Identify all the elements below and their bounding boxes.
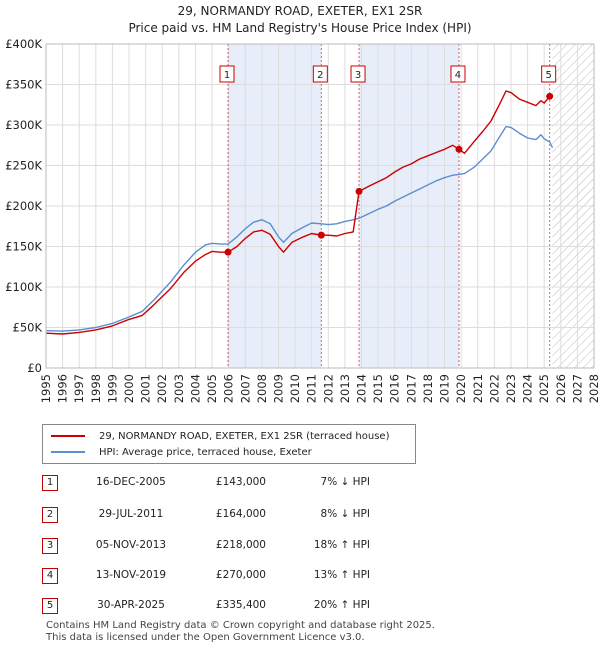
transaction-date: 13-NOV-2019	[95, 569, 167, 581]
y-tick-label: £350K	[5, 78, 42, 92]
y-tick-label: £250K	[5, 159, 42, 173]
sale-marker-box	[219, 65, 235, 83]
legend-label-hpi: HPI: Average price, terraced house, Exet…	[99, 446, 312, 458]
sale-marker-label: 2	[317, 70, 323, 81]
x-tick-label: 2009	[271, 374, 285, 403]
chart-title-line1: 29, NORMANDY ROAD, EXETER, EX1 2SR	[177, 4, 423, 18]
x-tick-label: 2002	[155, 374, 169, 403]
y-tick-label: £0	[27, 361, 42, 375]
transaction-row: 3 05-NOV-2013 £218,000 18% ↑ HPI	[42, 536, 562, 556]
x-tick-label: 2015	[371, 374, 385, 403]
transaction-price: £143,000	[215, 476, 266, 488]
sale-point	[224, 248, 232, 256]
x-tick-label: 1996	[56, 374, 70, 403]
transaction-hpi-diff: 8% ↓ HPI	[320, 508, 370, 520]
x-tick-label: 2022	[487, 374, 501, 403]
x-tick-label: 2003	[172, 374, 186, 403]
x-tick-label: 2018	[421, 374, 435, 403]
x-tick-label: 1997	[72, 374, 86, 403]
sale-marker-box	[350, 65, 366, 83]
legend-entry-hpi: HPI: Average price, terraced house, Exet…	[51, 445, 312, 459]
sale-marker-label: 5	[545, 70, 551, 81]
x-tick-label: 2014	[355, 374, 369, 403]
transaction-date: 30-APR-2025	[97, 599, 165, 611]
y-tick-label: £100K	[5, 280, 42, 294]
x-tick-label: 2004	[188, 374, 202, 403]
x-tick-label: 2026	[554, 374, 568, 403]
x-tick-label: 2000	[122, 374, 136, 403]
y-tick-label: £300K	[5, 118, 42, 132]
plot-border	[45, 43, 595, 369]
sale-marker-box	[541, 65, 557, 83]
sale-point	[355, 187, 363, 195]
transaction-date: 16-DEC-2005	[96, 476, 166, 488]
y-tick-label: £200K	[5, 199, 42, 213]
x-tick-label: 1998	[89, 374, 103, 403]
x-tick-label: 2006	[222, 374, 236, 403]
x-tick-label: 1995	[39, 374, 53, 403]
x-tick-label: 2021	[471, 374, 485, 403]
transaction-row: 1 16-DEC-2005 £143,000 7% ↓ HPI	[42, 473, 562, 493]
x-tick-label: 2027	[570, 374, 584, 403]
y-tick-label: £150K	[5, 240, 42, 254]
x-tick-label: 1999	[105, 374, 119, 403]
x-tick-label: 2012	[321, 374, 335, 403]
sale-point	[317, 231, 325, 239]
sale-point	[546, 92, 554, 100]
sale-point	[455, 145, 463, 153]
transaction-row: 5 30-APR-2025 £335,400 20% ↑ HPI	[42, 596, 562, 616]
sale-marker-label: 3	[355, 70, 361, 81]
sale-marker-label: 4	[455, 70, 461, 81]
sale-marker-label: 1	[224, 70, 230, 81]
transaction-price: £335,400	[215, 599, 266, 611]
sale-marker-box	[312, 65, 328, 83]
transaction-price: £270,000	[215, 569, 266, 581]
x-tick-label: 2008	[255, 374, 269, 403]
transaction-number: 1	[42, 475, 58, 491]
legend-swatch-hpi	[51, 451, 85, 453]
price-chart: 1 2 3 4 5 £0 £50K £100K £150K £200K £250K £300K £350…	[5, 37, 600, 403]
transaction-number: 4	[42, 568, 58, 584]
footer-copyright: Contains HM Land Registry data © Crown c…	[46, 620, 435, 631]
transaction-price: £218,000	[215, 539, 266, 551]
property-price-line	[46, 90, 553, 335]
sale-marker-box	[450, 65, 466, 83]
x-tick-label: 2001	[139, 374, 153, 403]
x-tick-label: 2024	[521, 374, 535, 403]
x-tick-label: 2005	[205, 374, 219, 403]
hpi-line	[46, 125, 554, 332]
chart-legend: 29, NORMANDY ROAD, EXETER, EX1 2SR (terr…	[42, 424, 416, 464]
x-tick-label: 2025	[537, 374, 551, 403]
x-tick-label: 2007	[238, 374, 252, 403]
transaction-row: 4 13-NOV-2019 £270,000 13% ↑ HPI	[42, 566, 562, 586]
x-tick-label: 2011	[305, 374, 319, 403]
chart-title-line2: Price paid vs. HM Land Registry's House …	[128, 21, 472, 35]
x-tick-label: 2019	[438, 374, 452, 403]
transaction-date: 05-NOV-2013	[95, 539, 167, 551]
transaction-hpi-diff: 20% ↑ HPI	[313, 599, 370, 611]
transaction-number: 2	[42, 507, 58, 523]
x-tick-label: 2028	[587, 374, 600, 403]
legend-swatch-property	[51, 435, 85, 437]
x-tick-label: 2020	[454, 374, 468, 403]
x-tick-label: 2010	[288, 374, 302, 403]
transaction-number: 5	[42, 598, 58, 614]
x-tick-label: 2016	[388, 374, 402, 403]
legend-label-property: 29, NORMANDY ROAD, EXETER, EX1 2SR (terr…	[99, 430, 390, 442]
transaction-price: £164,000	[215, 508, 266, 520]
y-tick-label: £50K	[13, 321, 43, 335]
transaction-hpi-diff: 7% ↓ HPI	[320, 476, 370, 488]
legend-entry-property: 29, NORMANDY ROAD, EXETER, EX1 2SR (terr…	[51, 429, 389, 443]
transaction-row: 2 29-JUL-2011 £164,000 8% ↓ HPI	[42, 505, 562, 525]
footer-licence: This data is licensed under the Open Gov…	[46, 632, 365, 643]
x-tick-label: 2023	[504, 374, 518, 403]
transaction-date: 29-JUL-2011	[98, 508, 164, 520]
y-tick-label: £400K	[5, 37, 42, 51]
transaction-number: 3	[42, 538, 58, 554]
x-tick-label: 2017	[404, 374, 418, 403]
transaction-hpi-diff: 18% ↑ HPI	[313, 539, 370, 551]
x-tick-label: 2013	[338, 374, 352, 403]
transaction-hpi-diff: 13% ↑ HPI	[313, 569, 370, 581]
